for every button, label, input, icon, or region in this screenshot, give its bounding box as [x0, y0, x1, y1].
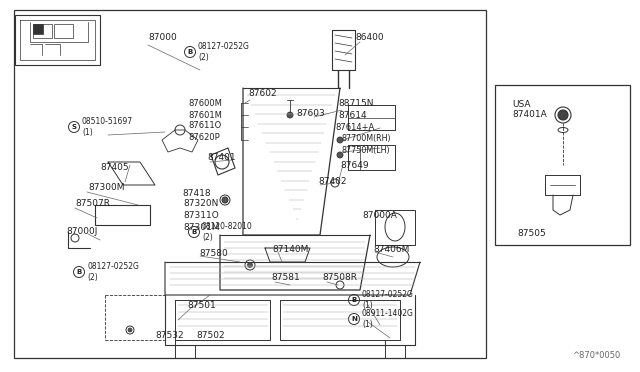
Text: 87300M: 87300M [88, 183, 125, 192]
Bar [495, 85, 630, 245]
Circle shape [558, 110, 568, 120]
Text: 87580: 87580 [199, 248, 228, 257]
Text: 87614: 87614 [338, 110, 367, 119]
Bar [33, 24, 52, 38]
Text: 87611O: 87611O [188, 122, 221, 131]
Text: 08120-82010
(2): 08120-82010 (2) [202, 222, 253, 242]
Text: N: N [351, 316, 357, 322]
Text: 87507R: 87507R [75, 199, 110, 208]
Text: S: S [72, 124, 77, 130]
Text: 87505: 87505 [517, 228, 546, 237]
Text: 08510-51697
(1): 08510-51697 (1) [82, 117, 133, 137]
Bar [54, 24, 73, 38]
Text: 87600M: 87600M [188, 99, 222, 108]
Bar [33, 24, 43, 34]
Text: B: B [191, 229, 196, 235]
Text: 86400: 86400 [355, 33, 383, 42]
Text: 87000: 87000 [148, 33, 177, 42]
Bar [14, 10, 486, 358]
Text: ^870*0050: ^870*0050 [572, 351, 620, 360]
Text: 88715N: 88715N [338, 99, 374, 108]
Text: B: B [76, 269, 82, 275]
Text: 87649: 87649 [340, 161, 369, 170]
Text: 87311O: 87311O [183, 212, 219, 221]
Circle shape [337, 137, 343, 143]
Text: B: B [351, 297, 356, 303]
Text: 87620P: 87620P [188, 132, 220, 141]
Text: 87401: 87401 [207, 154, 236, 163]
Bar [15, 15, 100, 65]
Text: USA
87401A: USA 87401A [512, 100, 547, 119]
Text: 08127-0252G
(2): 08127-0252G (2) [87, 262, 139, 282]
Text: 87320N: 87320N [183, 199, 218, 208]
Circle shape [337, 152, 343, 158]
Text: 87405: 87405 [100, 163, 129, 171]
Text: 87700M(RH): 87700M(RH) [342, 135, 392, 144]
Text: 87581: 87581 [271, 273, 300, 282]
Text: 87501: 87501 [187, 301, 216, 310]
Text: 87750M(LH): 87750M(LH) [342, 145, 390, 154]
Text: 08127-0252G
(2): 08127-0252G (2) [198, 42, 250, 62]
Text: 87140M: 87140M [272, 244, 308, 253]
Circle shape [287, 112, 293, 118]
Circle shape [128, 328, 132, 332]
Text: 87301M: 87301M [183, 224, 220, 232]
Text: 87614+A: 87614+A [335, 122, 374, 131]
Text: 87601M: 87601M [188, 110, 222, 119]
Text: 87508R: 87508R [322, 273, 357, 282]
Text: 87603: 87603 [296, 109, 324, 118]
Text: 87406M: 87406M [373, 244, 410, 253]
Text: 87418: 87418 [182, 189, 211, 198]
Circle shape [248, 263, 253, 267]
Text: 08911-1402G
(1): 08911-1402G (1) [362, 309, 414, 329]
Text: 87602: 87602 [248, 90, 276, 99]
Text: 87402: 87402 [318, 177, 346, 186]
Text: 87502: 87502 [196, 331, 225, 340]
Text: 08127-0252G
(1): 08127-0252G (1) [362, 290, 414, 310]
Text: 87532: 87532 [155, 331, 184, 340]
Text: 87000J: 87000J [66, 228, 97, 237]
Text: 87000A: 87000A [362, 211, 397, 219]
Text: B: B [188, 49, 193, 55]
Circle shape [222, 197, 228, 203]
